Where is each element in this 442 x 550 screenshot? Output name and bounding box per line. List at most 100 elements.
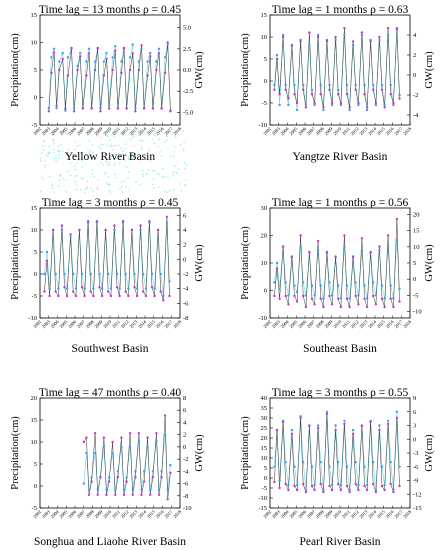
scatter-dot (86, 187, 88, 189)
y2-tick-label: 0 (413, 72, 416, 79)
precipitation-point (295, 488, 299, 492)
precipitation-point (304, 106, 308, 109)
y-tick-label: 0 (264, 288, 267, 295)
y2-tick-label: 2 (183, 432, 186, 439)
gw-point (153, 287, 156, 290)
scatter-dot (40, 190, 42, 192)
x-tick-label: 2012 (120, 509, 131, 520)
precipitation-point (392, 305, 395, 309)
precipitation-point (96, 46, 99, 50)
gw-point (345, 465, 349, 468)
y2-tick-label: 2.5 (183, 46, 191, 53)
x-tick-label: 2002 (32, 319, 43, 330)
x-tick-label: 2008 (85, 509, 96, 520)
x-tick-label: 2002 (262, 319, 273, 330)
y-tick-label: -10 (258, 122, 267, 129)
plot-area (47, 41, 172, 113)
gw-point (380, 83, 384, 87)
gw-point (322, 297, 325, 300)
gw-point (102, 60, 106, 63)
precipitation-point (328, 484, 331, 488)
precipitation-point (284, 482, 287, 486)
gw-point (389, 284, 392, 287)
x-tick-label: 2007 (306, 126, 317, 137)
scatter-dot (140, 139, 143, 142)
precipitation-point (114, 49, 117, 52)
scatter-dot (154, 142, 156, 145)
precipitation-point (85, 74, 88, 77)
gw-point (337, 461, 340, 464)
precipitation-point (278, 93, 281, 96)
scatter-dot (74, 148, 76, 150)
x-tick-label: 2018 (172, 509, 183, 520)
gw-point (365, 297, 369, 300)
scatter-dot (159, 151, 161, 153)
chart-caption: Songhua and Liaohe River Basin (34, 536, 186, 548)
gw-point (343, 245, 346, 248)
precipitation-point (322, 490, 325, 494)
y-tick-label: -5 (262, 485, 267, 492)
precipitation-point (151, 476, 155, 479)
y2-tick-label: -4 (183, 468, 189, 475)
scatter-dot (128, 155, 130, 157)
x-tick-label: 2014 (367, 319, 378, 330)
scatter-dot (124, 160, 126, 162)
scatter-dot (110, 191, 112, 193)
gw-point (111, 451, 114, 455)
x-tick-label: 2006 (297, 126, 308, 137)
precipitation-point (383, 106, 386, 109)
y2-tick-label: -2 (183, 271, 188, 278)
precipitation-point (54, 290, 57, 293)
scatter-dot (52, 134, 54, 136)
precipitation-point (365, 305, 369, 309)
precipitation-point (166, 41, 169, 44)
scatter-dot (53, 151, 55, 154)
scatter-dot (51, 184, 53, 186)
gw-point (160, 470, 163, 473)
y-tick-label: 5 (34, 249, 37, 256)
precipitation-point (157, 52, 161, 55)
gw-point (365, 483, 369, 487)
precipitation-point (58, 68, 61, 72)
precipitation-point (89, 290, 92, 293)
y2-tick-label: -6 (413, 464, 419, 471)
scatter-dot (157, 173, 159, 175)
scatter-dot (41, 152, 43, 154)
scatter-dot (91, 173, 94, 175)
gw-point (168, 280, 171, 283)
scatter-dot (114, 144, 117, 146)
precipitation-point (100, 294, 104, 298)
precipitation-point (365, 488, 369, 492)
precipitation-point (122, 493, 126, 496)
precipitation-point (96, 493, 99, 496)
precipitation-point (374, 303, 378, 306)
gw-point (299, 415, 302, 418)
precipitation-point (343, 234, 346, 237)
precipitation-point (386, 234, 390, 237)
chart-panel-1: Time lag = 13 months ρ = 0.45 -5 0 5 10 15 -5.… (10, 4, 205, 163)
gw-point (82, 482, 86, 485)
precipitation-point (290, 432, 294, 436)
y2-tick-label: -2.5 (183, 88, 193, 95)
gw-point (325, 410, 329, 413)
gw-point (363, 284, 366, 287)
scatter-dot (86, 180, 89, 182)
scatter-dot (109, 145, 111, 147)
gw-point (295, 290, 299, 294)
precipitation-point (83, 294, 86, 298)
scatter-dot (53, 138, 55, 141)
precipitation-point (383, 488, 386, 492)
precipitation-point (310, 297, 314, 300)
precipitation-point (69, 233, 72, 236)
y2-tick-label: 4 (413, 32, 417, 39)
precipitation-point (299, 416, 302, 420)
gw-point (287, 483, 290, 487)
gw-point (304, 488, 308, 491)
precipitation-point (302, 294, 305, 298)
scatter-dot (121, 133, 123, 135)
gw-point (58, 60, 61, 63)
scatter-dot (147, 169, 149, 171)
gw-point (111, 56, 114, 59)
scatter-dot (72, 154, 74, 156)
scatter-dot (139, 183, 141, 186)
